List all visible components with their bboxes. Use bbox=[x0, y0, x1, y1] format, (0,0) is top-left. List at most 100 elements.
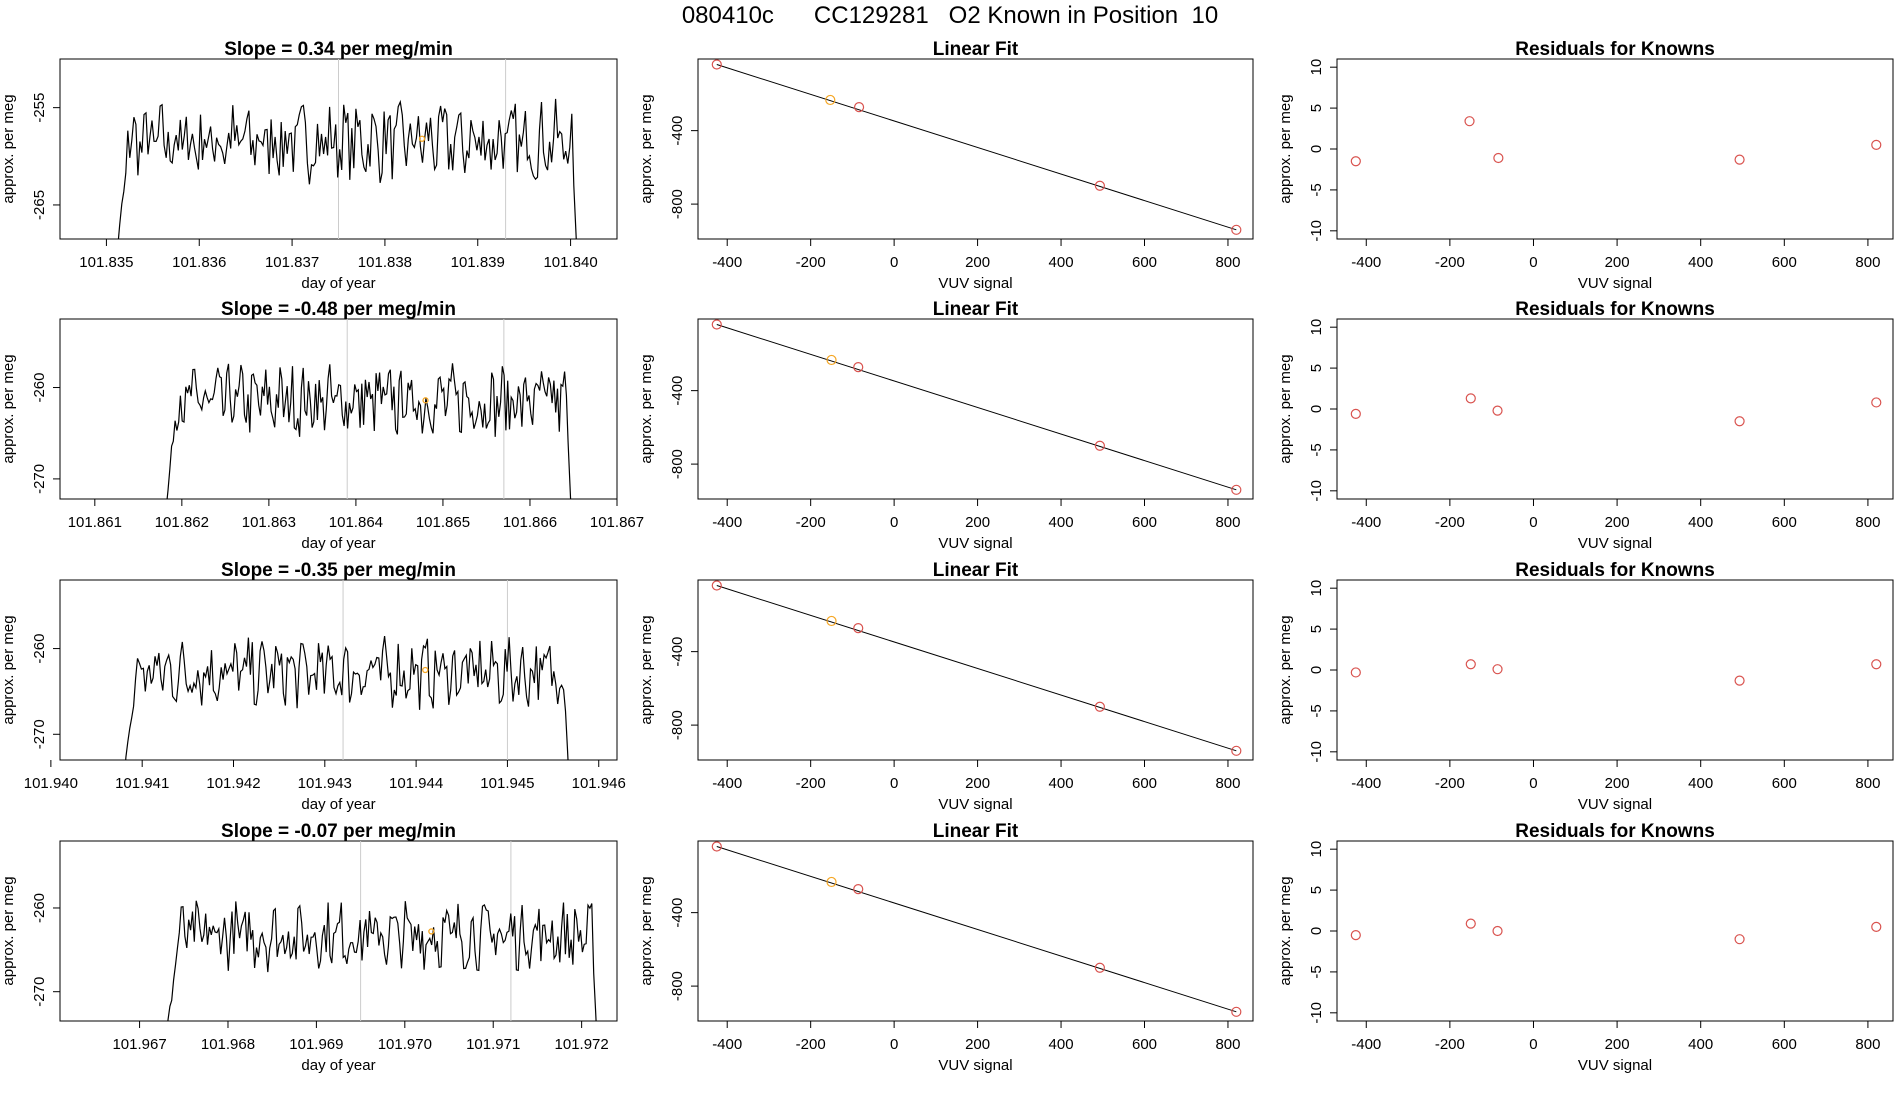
time-series-1-trace bbox=[117, 98, 577, 239]
residuals-2-title: Residuals for Knowns bbox=[1515, 299, 1715, 320]
time-series-4-xlabel: day of year bbox=[301, 1057, 375, 1074]
residuals-3-title: Residuals for Knowns bbox=[1515, 560, 1715, 581]
residuals-4-point-3 bbox=[1492, 925, 1503, 937]
time-series-3-title: Slope = -0.35 per meg/min bbox=[221, 560, 456, 581]
residuals-4-xtick-label: -200 bbox=[1435, 1036, 1465, 1053]
linear-fit-4-xtick-label: 400 bbox=[1049, 1036, 1074, 1053]
time-series-3-frame bbox=[59, 579, 618, 761]
residuals-4-xtick-label: 400 bbox=[1688, 1036, 1713, 1053]
residuals-1-point-2 bbox=[1464, 116, 1475, 127]
linear-fit-1-frame bbox=[697, 58, 1254, 240]
residuals-2-point-3 bbox=[1492, 405, 1503, 416]
residuals-2-ytick-label: 0 bbox=[1308, 405, 1325, 413]
time-series-4-xtick-label: 101.968 bbox=[201, 1036, 255, 1053]
linear-fit-4-point-5 bbox=[1231, 1006, 1242, 1017]
residuals-1-xtick-label: 600 bbox=[1772, 254, 1797, 271]
time-series-4-xtick-label: 101.967 bbox=[112, 1036, 166, 1053]
residuals-1-frame bbox=[1336, 58, 1894, 240]
residuals-3-xtick-label: 200 bbox=[1605, 775, 1630, 792]
residuals-4-ytick-label: -10 bbox=[1308, 1002, 1325, 1024]
residuals-4-point-5 bbox=[1871, 921, 1882, 933]
residuals-4-xtick-label: 600 bbox=[1772, 1036, 1797, 1053]
time-series-3-xtick-label: 101.944 bbox=[389, 775, 443, 792]
residuals-2-ytick-label: 5 bbox=[1308, 364, 1325, 372]
residuals-2-xtick-label: 0 bbox=[1529, 514, 1537, 531]
time-series-1-xtick-label: 101.836 bbox=[172, 254, 226, 271]
residuals-2-ylabel: approx. per meg bbox=[1277, 354, 1294, 463]
residuals-1-point-3 bbox=[1493, 152, 1504, 164]
time-series-4-frame bbox=[59, 840, 618, 1022]
linear-fit-3-xtick-label: 200 bbox=[965, 775, 990, 792]
time-series-1-xtick-label: 101.840 bbox=[543, 254, 597, 271]
residuals-1-xtick-label: 200 bbox=[1605, 254, 1630, 271]
residuals-3-point-4 bbox=[1734, 675, 1745, 686]
linear-fit-3-title: Linear Fit bbox=[933, 560, 1019, 581]
residuals-4-xlabel: VUV signal bbox=[1578, 1057, 1652, 1074]
linear-fit-4-xtick-label: 0 bbox=[890, 1036, 898, 1053]
linear-fit-3-xtick-label: -400 bbox=[712, 775, 742, 792]
time-series-2-ylabel: approx. per meg bbox=[0, 354, 17, 463]
time-series-2-xtick-label: 101.863 bbox=[242, 514, 296, 531]
linear-fit-4-point-1 bbox=[711, 841, 722, 852]
residuals-3-xlabel: VUV signal bbox=[1578, 796, 1652, 813]
linear-fit-4-ylabel: approx. per meg bbox=[638, 876, 655, 985]
residuals-4-point-4 bbox=[1734, 934, 1745, 945]
linear-fit-1-point-3 bbox=[853, 102, 865, 113]
linear-fit-1-xtick-label: 600 bbox=[1132, 254, 1157, 271]
linear-fit-2-xtick-label: 800 bbox=[1215, 514, 1240, 531]
residuals-2-xtick-label: -200 bbox=[1435, 514, 1465, 531]
residuals-3-point-5 bbox=[1871, 659, 1882, 670]
time-series-3-xtick-label: 101.946 bbox=[572, 775, 626, 792]
residuals-1-ytick-label: 10 bbox=[1308, 59, 1325, 76]
residuals-1-xtick-label: -200 bbox=[1435, 254, 1465, 271]
residuals-4-xtick-label: 0 bbox=[1529, 1036, 1537, 1053]
residuals-2-ytick-label: -10 bbox=[1308, 480, 1325, 502]
time-series-2-trace bbox=[166, 363, 572, 499]
linear-fit-3-xtick-label: 600 bbox=[1132, 775, 1157, 792]
linear-fit-2-xtick-label: 200 bbox=[965, 514, 990, 531]
residuals-3-xtick-label: 800 bbox=[1855, 775, 1880, 792]
linear-fit-1-ytick-label: -800 bbox=[669, 189, 686, 219]
linear-fit-3-ytick-label: -400 bbox=[669, 637, 686, 667]
linear-fit-2-fit-line bbox=[716, 324, 1237, 491]
linear-fit-2-xtick-label: -400 bbox=[712, 514, 742, 531]
time-series-1-xtick-label: 101.838 bbox=[358, 254, 412, 271]
linear-fit-2-point-2 bbox=[826, 354, 837, 366]
residuals-2-ytick-label: -5 bbox=[1308, 443, 1325, 456]
residuals-1-xtick-label: 0 bbox=[1529, 254, 1537, 271]
linear-fit-4-point-2 bbox=[826, 876, 837, 888]
time-series-4-xtick-label: 101.972 bbox=[555, 1036, 609, 1053]
residuals-1-xtick-label: 800 bbox=[1855, 254, 1880, 271]
linear-fit-3-point-5 bbox=[1231, 745, 1242, 756]
time-series-2-xlabel: day of year bbox=[301, 535, 375, 552]
linear-fit-1-xtick-label: 400 bbox=[1049, 254, 1074, 271]
residuals-4-xtick-label: -400 bbox=[1351, 1036, 1381, 1053]
time-series-4-ylabel: approx. per meg bbox=[0, 876, 17, 985]
time-series-1-ylabel: approx. per meg bbox=[0, 94, 17, 203]
time-series-3-ylabel: approx. per meg bbox=[0, 615, 17, 724]
time-series-1-xtick-label: 101.835 bbox=[79, 254, 133, 271]
linear-fit-3-xlabel: VUV signal bbox=[938, 796, 1012, 813]
residuals-4-ytick-label: -5 bbox=[1308, 965, 1325, 978]
residuals-4-xtick-label: 200 bbox=[1605, 1036, 1630, 1053]
time-series-2-xtick-label: 101.867 bbox=[590, 514, 644, 531]
time-series-1-marker bbox=[418, 135, 426, 142]
residuals-2-xtick-label: 800 bbox=[1855, 514, 1880, 531]
time-series-4-xtick-label: 101.970 bbox=[378, 1036, 432, 1053]
residuals-2-point-5 bbox=[1871, 397, 1882, 408]
linear-fit-4-point-4 bbox=[1094, 962, 1105, 973]
residuals-1-xtick-label: 400 bbox=[1688, 254, 1713, 271]
linear-fit-2-xtick-label: 600 bbox=[1132, 514, 1157, 531]
linear-fit-3-xtick-label: 400 bbox=[1049, 775, 1074, 792]
residuals-1-ylabel: approx. per meg bbox=[1277, 94, 1294, 203]
linear-fit-4-frame bbox=[697, 840, 1254, 1022]
residuals-4-ytick-label: 10 bbox=[1308, 841, 1325, 858]
linear-fit-1-point-2 bbox=[825, 94, 836, 106]
linear-fit-4-title: Linear Fit bbox=[933, 821, 1019, 842]
residuals-1-ytick-label: 0 bbox=[1308, 145, 1325, 153]
time-series-4-title: Slope = -0.07 per meg/min bbox=[221, 821, 456, 842]
linear-fit-4-xtick-label: 600 bbox=[1132, 1036, 1157, 1053]
linear-fit-1-point-1 bbox=[711, 59, 722, 70]
residuals-3-ytick-label: 5 bbox=[1308, 625, 1325, 633]
linear-fit-1-xtick-label: -200 bbox=[796, 254, 826, 271]
